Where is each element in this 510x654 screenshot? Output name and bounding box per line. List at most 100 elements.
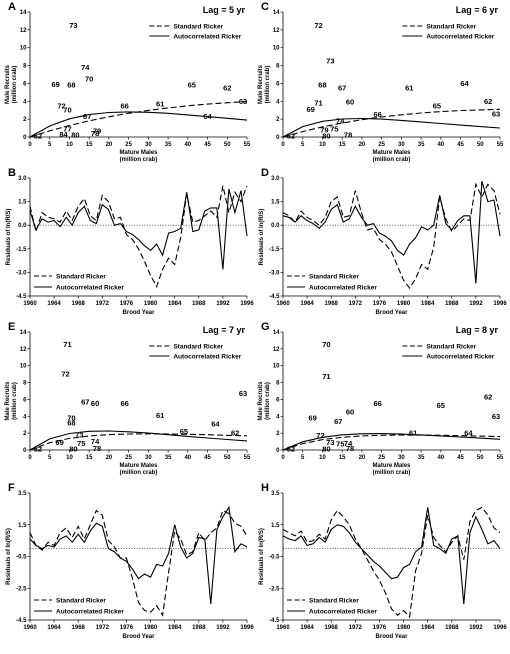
x-tick-label: 1996 [240, 625, 254, 631]
year-point-label: 70 [63, 106, 71, 115]
autocorrelated-ricker-curve-g [282, 433, 501, 451]
x-tick-label: 55 [497, 455, 504, 461]
year-point-label: 78 [346, 444, 354, 453]
y-tick-label: 1.5 [271, 200, 280, 206]
year-point-label: 68 [318, 81, 326, 90]
year-point-label: 61 [156, 99, 164, 108]
year-point-label: 75 [330, 124, 338, 133]
lag-title-e: Lag = 7 yr [203, 325, 246, 335]
standard-ricker-residuals-d [282, 182, 501, 290]
y-tick-label: 4 [23, 414, 27, 420]
x-tick-label: 1992 [216, 301, 230, 307]
legend-label-auto: Autocorrelated Ricker [309, 285, 377, 292]
x-tick-label: 5 [48, 142, 52, 148]
x-tick-label: 1964 [47, 301, 61, 307]
x-tick-label: 5 [48, 455, 52, 461]
x-tick-label: 50 [224, 455, 231, 461]
y-tick-label: 1.5 [271, 523, 280, 529]
year-point-label: 66 [374, 399, 382, 408]
x-tick-label: 40 [184, 455, 191, 461]
x-tick-label: 10 [319, 455, 326, 461]
x-tick-label: 1988 [445, 625, 459, 631]
year-point-label: 78 [91, 129, 99, 138]
x-tick-label: 1988 [445, 301, 459, 307]
y-tick-label: 3.5 [271, 491, 280, 497]
y-tick-label: -4.5 [269, 294, 280, 300]
year-point-label: 77 [63, 124, 71, 133]
panel-letter-b: B [8, 167, 16, 179]
x-tick-label: 5 [301, 142, 305, 148]
x-tick-label: 15 [86, 455, 93, 461]
legend-label-auto: Autocorrelated Ricker [56, 609, 124, 616]
x-tick-label: 1972 [349, 301, 363, 307]
standard-ricker-residuals-f [29, 509, 248, 617]
x-tick-label: 1972 [96, 625, 110, 631]
year-point-label: 61 [409, 429, 417, 438]
x-tick-label: 1984 [168, 301, 182, 307]
x-tick-label: 1972 [349, 625, 363, 631]
y-tick-label: 12 [273, 28, 280, 34]
y-tick-label: 0 [276, 135, 280, 141]
x-tick-label: 25 [125, 142, 132, 148]
year-point-label: 72 [57, 101, 65, 110]
x-tick-label: 45 [204, 142, 211, 148]
year-point-label: 66 [121, 399, 129, 408]
y-axis-label: Male Recruits [258, 381, 264, 421]
x-tick-label: 20 [106, 142, 113, 148]
y-tick-label: 3.0 [271, 176, 280, 182]
year-point-label: 71 [63, 340, 71, 349]
year-point-label: 73 [326, 57, 334, 66]
x-tick-label: 1968 [72, 625, 86, 631]
legend-label-auto: Autocorrelated Ricker [426, 354, 494, 361]
legend-label-standard: Standard Ricker [309, 274, 359, 281]
y-tick-label: 8 [276, 381, 280, 387]
lag-title-g: Lag = 8 yr [456, 325, 499, 335]
y-tick-label: -4.5 [16, 294, 27, 300]
x-tick-label: 1984 [421, 625, 435, 631]
x-axis-label: Brood Year [376, 310, 409, 316]
year-point-label: 82 [34, 132, 42, 141]
year-point-label: 69 [55, 438, 63, 447]
y-axis-label: Male Recruits [258, 64, 264, 104]
x-tick-label: 55 [244, 142, 251, 148]
x-tick-label: 1972 [96, 301, 110, 307]
year-point-label: 73 [326, 438, 334, 447]
year-point-label: 72 [316, 431, 324, 440]
y-tick-label: 12 [20, 28, 27, 34]
y-tick-label: -3.0 [269, 270, 280, 276]
x-tick-label: 1976 [120, 625, 134, 631]
x-tick-label: 35 [165, 142, 172, 148]
year-point-label: 68 [67, 419, 75, 428]
year-point-label: 67 [81, 397, 89, 406]
x-tick-label: 0 [28, 142, 32, 148]
y-axis-label: Residuals of ln(R/S) [6, 209, 12, 266]
y-tick-label: -0.5 [16, 555, 27, 561]
x-tick-label: 40 [184, 142, 191, 148]
y-tick-label: -4.5 [16, 618, 27, 624]
year-point-label: 74 [81, 63, 90, 72]
x-tick-label: 50 [224, 142, 231, 148]
x-tick-label: 0 [281, 455, 285, 461]
x-tick-label: 35 [418, 142, 425, 148]
year-point-label: 64 [464, 429, 473, 438]
year-point-label: 80 [322, 445, 330, 454]
x-tick-label: 25 [378, 455, 385, 461]
y-tick-label: 4 [276, 99, 280, 105]
panel-letter-c: C [261, 1, 269, 13]
y-tick-label: 3.0 [18, 176, 27, 182]
year-point-label: 63 [492, 109, 500, 118]
y-tick-label: 8 [23, 381, 27, 387]
x-tick-label: 1984 [421, 301, 435, 307]
legend-label-standard: Standard Ricker [56, 274, 106, 281]
legend-label-auto: Autocorrelated Ricker [173, 34, 241, 41]
y-tick-label: 2 [276, 117, 280, 123]
standard-ricker-curve-c [282, 108, 501, 138]
y-tick-label: 10 [273, 364, 280, 370]
y-tick-label: -3.0 [16, 270, 27, 276]
legend-label-standard: Standard Ricker [426, 344, 476, 351]
year-point-label: 60 [346, 98, 354, 107]
x-axis-label: Brood Year [123, 634, 156, 640]
standard-ricker-residuals-b [29, 185, 248, 288]
x-tick-label: 10 [66, 455, 73, 461]
year-point-label: 61 [156, 411, 164, 420]
